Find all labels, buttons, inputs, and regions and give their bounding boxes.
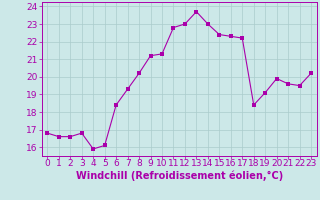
X-axis label: Windchill (Refroidissement éolien,°C): Windchill (Refroidissement éolien,°C) xyxy=(76,171,283,181)
